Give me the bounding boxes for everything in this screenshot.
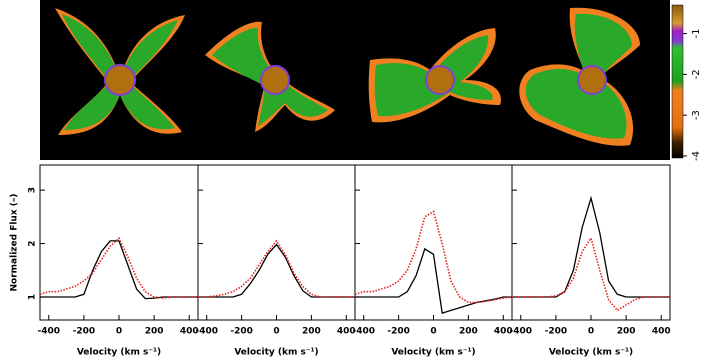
x-tick-label: -200 <box>545 327 568 337</box>
colorbar <box>671 4 684 159</box>
x-tick-label: -400 <box>510 327 533 337</box>
x-tick-label: -200 <box>73 327 96 337</box>
x-tick-label: -200 <box>387 327 410 337</box>
colorbar-tick-label: -3 <box>691 110 702 120</box>
x-tick-label: 200 <box>302 327 321 337</box>
x-tick-label: -400 <box>195 327 218 337</box>
snapshot-4 <box>519 7 640 146</box>
series-line <box>512 195 670 298</box>
colorbar-tick-label: -1 <box>691 29 702 39</box>
star <box>260 65 290 95</box>
series-line <box>198 243 355 298</box>
wind <box>62 14 178 130</box>
series-line <box>354 210 513 304</box>
snapshot-2 <box>205 21 335 132</box>
simulation-images <box>40 0 684 160</box>
x-axis-label: Velocity (km s⁻¹) <box>391 348 475 358</box>
snapshot-3 <box>368 28 501 123</box>
x-tick-label: -200 <box>230 327 253 337</box>
x-tick-label: -400 <box>38 327 61 337</box>
y-tick-label: 3 <box>28 187 38 193</box>
x-tick-label: 400 <box>180 327 199 337</box>
x-tick-label: -400 <box>352 327 375 337</box>
series-line <box>355 247 512 314</box>
x-tick-label: 200 <box>459 327 478 337</box>
x-axis-label: Velocity (km s⁻¹) <box>549 348 633 358</box>
y-tick-label: 1 <box>28 294 38 300</box>
x-tick-label: 0 <box>273 327 279 337</box>
x-tick-label: 400 <box>494 327 513 337</box>
x-tick-label: 400 <box>337 327 356 337</box>
series-line <box>512 236 670 312</box>
series-line <box>39 236 198 299</box>
x-tick-label: 0 <box>430 327 436 337</box>
x-tick-label: 200 <box>617 327 636 337</box>
x-tick-label: 400 <box>652 327 671 337</box>
star <box>577 65 607 95</box>
star <box>104 64 136 96</box>
x-tick-label: 200 <box>145 327 164 337</box>
star <box>425 65 455 95</box>
colorbar-tick-label: -4 <box>691 151 702 161</box>
colorbar-tick-label: -2 <box>691 69 702 79</box>
x-tick-label: 0 <box>588 327 594 337</box>
snapshot-1 <box>55 8 185 135</box>
x-tick-label: 0 <box>116 327 122 337</box>
y-tick-label: 2 <box>28 240 38 246</box>
y-axis-label: Normalized Flux (–) <box>10 194 20 292</box>
series-line <box>198 239 355 298</box>
x-axis-label: Velocity (km s⁻¹) <box>234 348 318 358</box>
x-axis-label: Velocity (km s⁻¹) <box>77 348 161 358</box>
